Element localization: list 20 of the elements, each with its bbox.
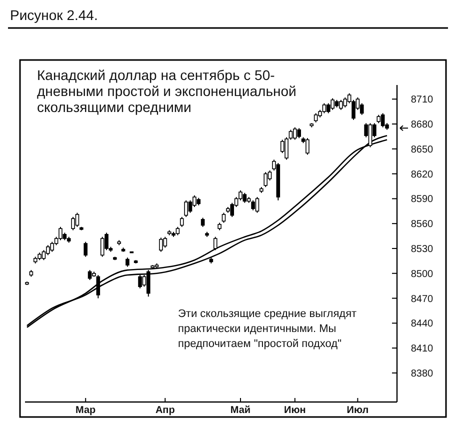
y-tick-label: 8620 [410, 169, 434, 180]
y-tick-label: 8590 [410, 194, 434, 206]
y-tick-label: 8470 [410, 294, 434, 305]
y-tick-label: 8650 [410, 144, 434, 156]
x-tick-label: Июл [346, 405, 369, 416]
x-tick-label: Июн [284, 405, 306, 416]
chart-title: Канадский доллар на сентябрь с 50-дневными простой и экспоненциальной скользящими средними [37, 67, 296, 115]
y-tick-label: 8500 [410, 268, 434, 280]
y-tick-label: 8560 [410, 219, 434, 230]
y-tick-label: 8680 [410, 120, 434, 131]
x-tick-label: Апр [155, 405, 175, 416]
annotation: Эти скользящие средние выглядят практически идентичными. Мы предпочитаем "простой подход" [178, 308, 357, 350]
y-tick-label: 8380 [410, 368, 434, 380]
y-tick-label: 8440 [410, 318, 434, 330]
y-tick-label: 8530 [410, 244, 434, 255]
x-tick-label: Май [230, 405, 251, 416]
y-tick-label: 8710 [410, 94, 434, 106]
text: Рисунок 2.44. [10, 7, 98, 23]
y-tick-label: 8410 [410, 344, 434, 355]
x-tick-label: Мар [76, 405, 96, 416]
